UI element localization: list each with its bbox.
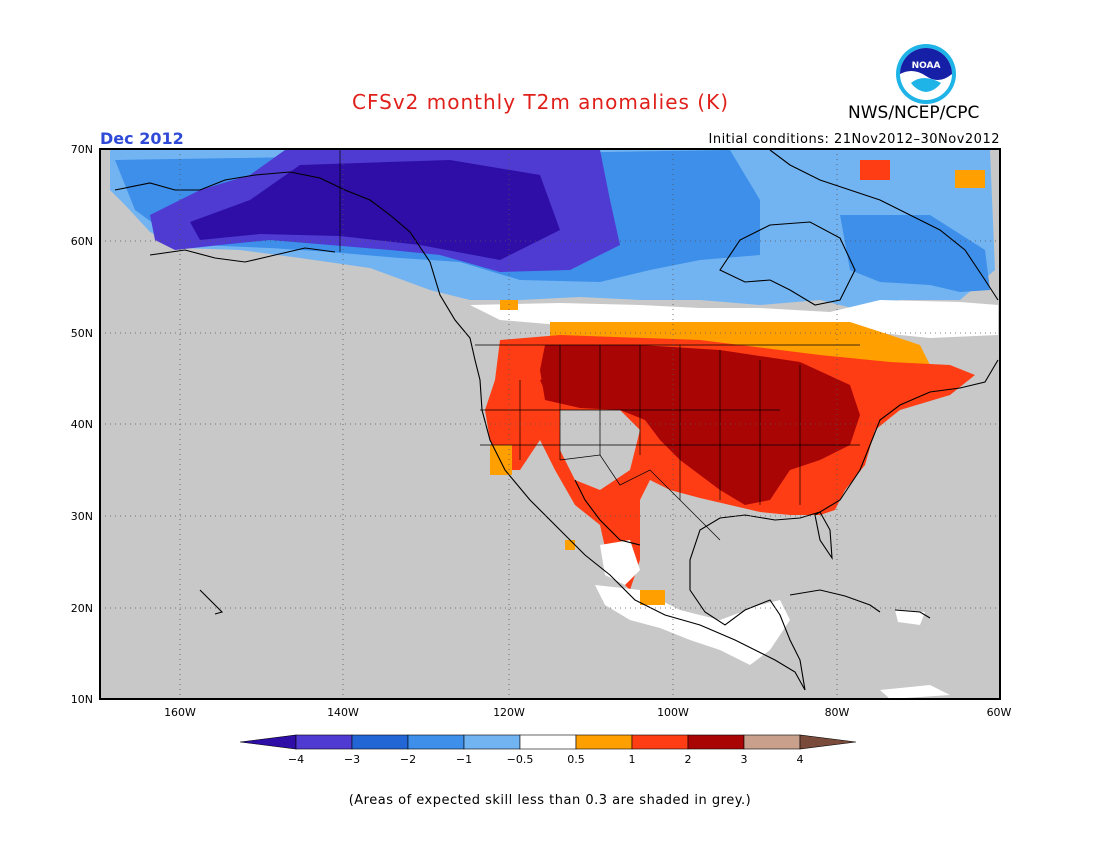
- lon-label: 100W: [657, 706, 689, 719]
- colorbar-swatch: [575, 734, 633, 750]
- anomaly-orange: [550, 322, 930, 372]
- colorbar: −4 −3 −2 −1 −0.5 0.5 1 2 3 4: [239, 734, 857, 766]
- anomaly-shading: [110, 150, 998, 699]
- lat-label: 50N: [71, 327, 93, 340]
- initial-conditions: Initial conditions: 21Nov2012–30Nov2012: [708, 132, 1000, 147]
- colorbar-swatch: [295, 734, 353, 750]
- lat-label: 30N: [71, 510, 93, 523]
- colorbar-swatch: [519, 734, 577, 750]
- anomaly-dark-red: [540, 345, 860, 505]
- colorbar-swatch: [743, 734, 801, 750]
- colorbar-swatch: [351, 734, 409, 750]
- footnote: (Areas of expected skill less than 0.3 a…: [348, 793, 752, 808]
- colorbar-tick-label: 0.5: [567, 753, 585, 766]
- lat-label: 70N: [71, 143, 93, 156]
- colorbar-tick-label: −1: [456, 753, 472, 766]
- map-background: [100, 149, 1000, 699]
- political-borders: [339, 150, 860, 541]
- longitude-labels: 160W 140W 120W 100W 80W 60W: [164, 706, 1011, 719]
- colorbar-tick-label: −4: [288, 753, 304, 766]
- graticule: [100, 149, 1000, 699]
- latitude-labels: 70N 60N 50N 40N 30N 20N 10N: [71, 143, 93, 706]
- colorbar-tick-label: 4: [797, 753, 804, 766]
- logo-text: NOAA: [912, 61, 941, 71]
- lon-label: 80W: [825, 706, 850, 719]
- colorbar-tick-label: 2: [685, 753, 692, 766]
- anomaly-white-mexico: [595, 585, 790, 665]
- anomaly-white: [470, 300, 998, 338]
- lat-label: 20N: [71, 602, 93, 615]
- noaa-logo: NOAA: [896, 44, 956, 104]
- colorbar-arrow-high: [799, 734, 857, 750]
- colorbar-arrow-low: [239, 734, 297, 750]
- colorbar-swatch: [631, 734, 689, 750]
- chart-title: CFSv2 monthly T2m anomalies (K): [352, 90, 729, 114]
- colorbar-tick-label: −0.5: [507, 753, 534, 766]
- colorbar-tick-label: 3: [741, 753, 748, 766]
- colorbar-tick-label: 1: [629, 753, 636, 766]
- agency-label: NWS/NCEP/CPC: [848, 103, 980, 123]
- map-frame: [99, 148, 1001, 700]
- colorbar-swatch: [463, 734, 521, 750]
- anomaly-red: [485, 335, 975, 590]
- lat-label: 60N: [71, 235, 93, 248]
- forecast-period: Dec 2012: [100, 129, 184, 148]
- colorbar-swatch: [407, 734, 465, 750]
- colorbar-swatch: [687, 734, 745, 750]
- lon-label: 160W: [164, 706, 196, 719]
- colorbar-tick-label: −2: [400, 753, 416, 766]
- anomaly-purple: [150, 150, 620, 272]
- lon-label: 140W: [327, 706, 359, 719]
- lon-label: 60W: [987, 706, 1012, 719]
- lat-label: 10N: [71, 693, 93, 706]
- anomaly-blue: [115, 150, 760, 282]
- lon-label: 120W: [493, 706, 525, 719]
- colorbar-tick-label: −3: [344, 753, 360, 766]
- lat-label: 40N: [71, 418, 93, 431]
- coastlines: [114, 149, 999, 691]
- anomaly-light-blue: [110, 150, 995, 310]
